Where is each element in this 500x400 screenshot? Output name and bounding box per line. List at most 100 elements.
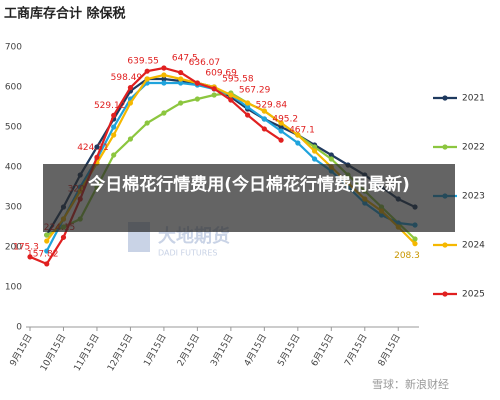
x-tick-label: 7月15日 (342, 332, 369, 368)
point (278, 128, 284, 134)
point (161, 110, 167, 116)
legend-marker (442, 291, 448, 297)
point (111, 112, 117, 118)
point (127, 100, 134, 106)
data-label: 598.49 (111, 73, 143, 83)
x-tick-label: 2月15日 (175, 332, 202, 368)
point (245, 112, 251, 118)
point (412, 236, 418, 242)
data-label: 639.55 (127, 57, 159, 67)
point (144, 68, 150, 74)
x-tick-label: 6月15日 (309, 332, 336, 368)
x-tick-label: 1月15日 (142, 332, 169, 368)
y-tick-label: 300 (5, 203, 22, 213)
point (111, 124, 117, 130)
point (295, 132, 301, 138)
legend-marker (442, 144, 448, 150)
point (328, 156, 334, 162)
y-tick-label: 400 (5, 163, 22, 173)
point (278, 124, 284, 130)
x-tick-label: 10月15日 (38, 332, 68, 373)
legend-marker (442, 242, 448, 248)
point (228, 92, 234, 98)
data-label: 495.2 (272, 114, 298, 124)
point (161, 80, 167, 86)
point (311, 156, 318, 162)
data-label: 647.5 (172, 54, 198, 64)
point (161, 72, 167, 78)
point (111, 152, 117, 158)
x-tick-label: 8月15日 (376, 332, 403, 368)
x-tick-label: 4月15日 (242, 332, 269, 368)
y-tick-label: 200 (5, 243, 22, 253)
data-label: 529.84 (256, 101, 288, 111)
data-label: 609.69 (205, 69, 237, 79)
data-label: 636.07 (189, 58, 221, 68)
legend-label: 2024 (462, 241, 485, 251)
point (178, 100, 184, 106)
point (161, 76, 167, 82)
point (245, 100, 251, 106)
point (311, 148, 318, 154)
point (261, 116, 267, 122)
point (144, 120, 150, 126)
point (211, 86, 217, 92)
data-label: 424.31 (77, 143, 109, 153)
point (94, 144, 100, 150)
point (27, 254, 33, 260)
point (261, 126, 267, 132)
point (412, 241, 418, 247)
point (228, 97, 234, 103)
x-tick-label: 11月15日 (72, 332, 102, 373)
legend-marker (442, 95, 448, 101)
y-tick-label: 700 (5, 43, 22, 53)
watermark-source: 雪球：新浪财经 (372, 377, 449, 391)
data-label: 567.29 (239, 86, 271, 96)
y-tick-label: 100 (5, 283, 22, 293)
legend-label: 2025 (462, 290, 485, 300)
point (60, 234, 67, 240)
legend-label: 2022 (462, 143, 485, 153)
point (111, 132, 117, 138)
point (328, 152, 334, 158)
point (211, 92, 217, 98)
data-label: 208.3 (394, 251, 420, 261)
y-tick-label: 0 (16, 323, 22, 333)
data-label: 467.1 (289, 126, 315, 136)
point (94, 154, 100, 160)
point (261, 108, 267, 114)
point (44, 238, 50, 244)
x-tick-label: 5月15日 (275, 332, 302, 368)
x-tick-label: 9月15日 (8, 332, 35, 368)
point (178, 76, 184, 82)
point (295, 140, 301, 146)
data-label: 595.58 (222, 74, 254, 84)
point (161, 65, 167, 71)
legend-label: 2021 (462, 94, 485, 104)
point (278, 120, 284, 126)
point (194, 96, 200, 102)
chart-title: 工商库存合计 除保税 (4, 6, 126, 22)
data-label: 175.3 (13, 242, 39, 252)
watermark-brand-en: DADI FUTURES (158, 249, 217, 258)
x-tick-label: 3月15日 (209, 332, 236, 368)
point (178, 80, 184, 86)
point (44, 261, 50, 267)
point (127, 136, 134, 142)
data-label: 157.82 (27, 249, 59, 259)
point (178, 69, 184, 76)
point (194, 80, 200, 86)
point (127, 85, 134, 91)
y-tick-label: 600 (5, 83, 22, 93)
headline: 今日棉花行情费用(今日棉花行情费用最新) (43, 164, 455, 232)
point (44, 248, 50, 254)
point (144, 76, 150, 82)
point (245, 104, 251, 110)
y-tick-label: 500 (5, 123, 22, 133)
legend-label: 2023 (462, 192, 485, 202)
point (44, 232, 50, 238)
data-label: 529.12 (94, 101, 126, 111)
x-tick-label: 12月15日 (105, 332, 135, 373)
point (278, 137, 284, 143)
